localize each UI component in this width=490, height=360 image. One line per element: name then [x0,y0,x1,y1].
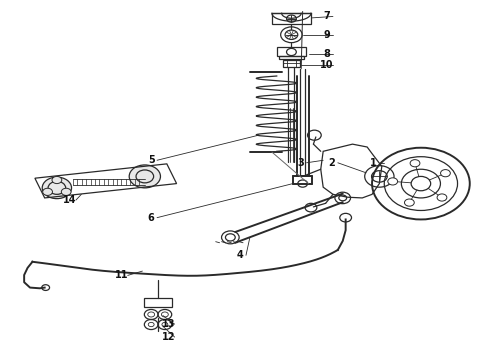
Text: 4: 4 [237,250,244,260]
Bar [145,298,171,307]
Text: 6: 6 [148,213,154,222]
Circle shape [61,188,71,195]
Text: 8: 8 [324,49,331,59]
Circle shape [437,194,447,201]
Circle shape [52,176,62,184]
Bar [272,13,311,24]
Text: 5: 5 [148,155,154,165]
Text: 11: 11 [115,270,128,280]
Circle shape [129,165,160,188]
Bar [277,47,306,56]
Text: 14: 14 [63,195,77,205]
Text: 1: 1 [369,158,376,168]
Circle shape [388,178,397,185]
Bar [283,60,300,67]
Circle shape [42,177,72,199]
Text: 7: 7 [324,12,330,22]
Circle shape [404,199,414,206]
Text: 9: 9 [324,30,330,40]
Circle shape [43,188,52,195]
Text: 13: 13 [162,319,175,329]
Bar [279,56,304,59]
Text: 10: 10 [320,60,334,70]
Circle shape [441,170,450,177]
Text: 2: 2 [329,158,335,168]
Text: 3: 3 [297,158,304,168]
Circle shape [410,159,420,167]
Text: 12: 12 [162,332,175,342]
